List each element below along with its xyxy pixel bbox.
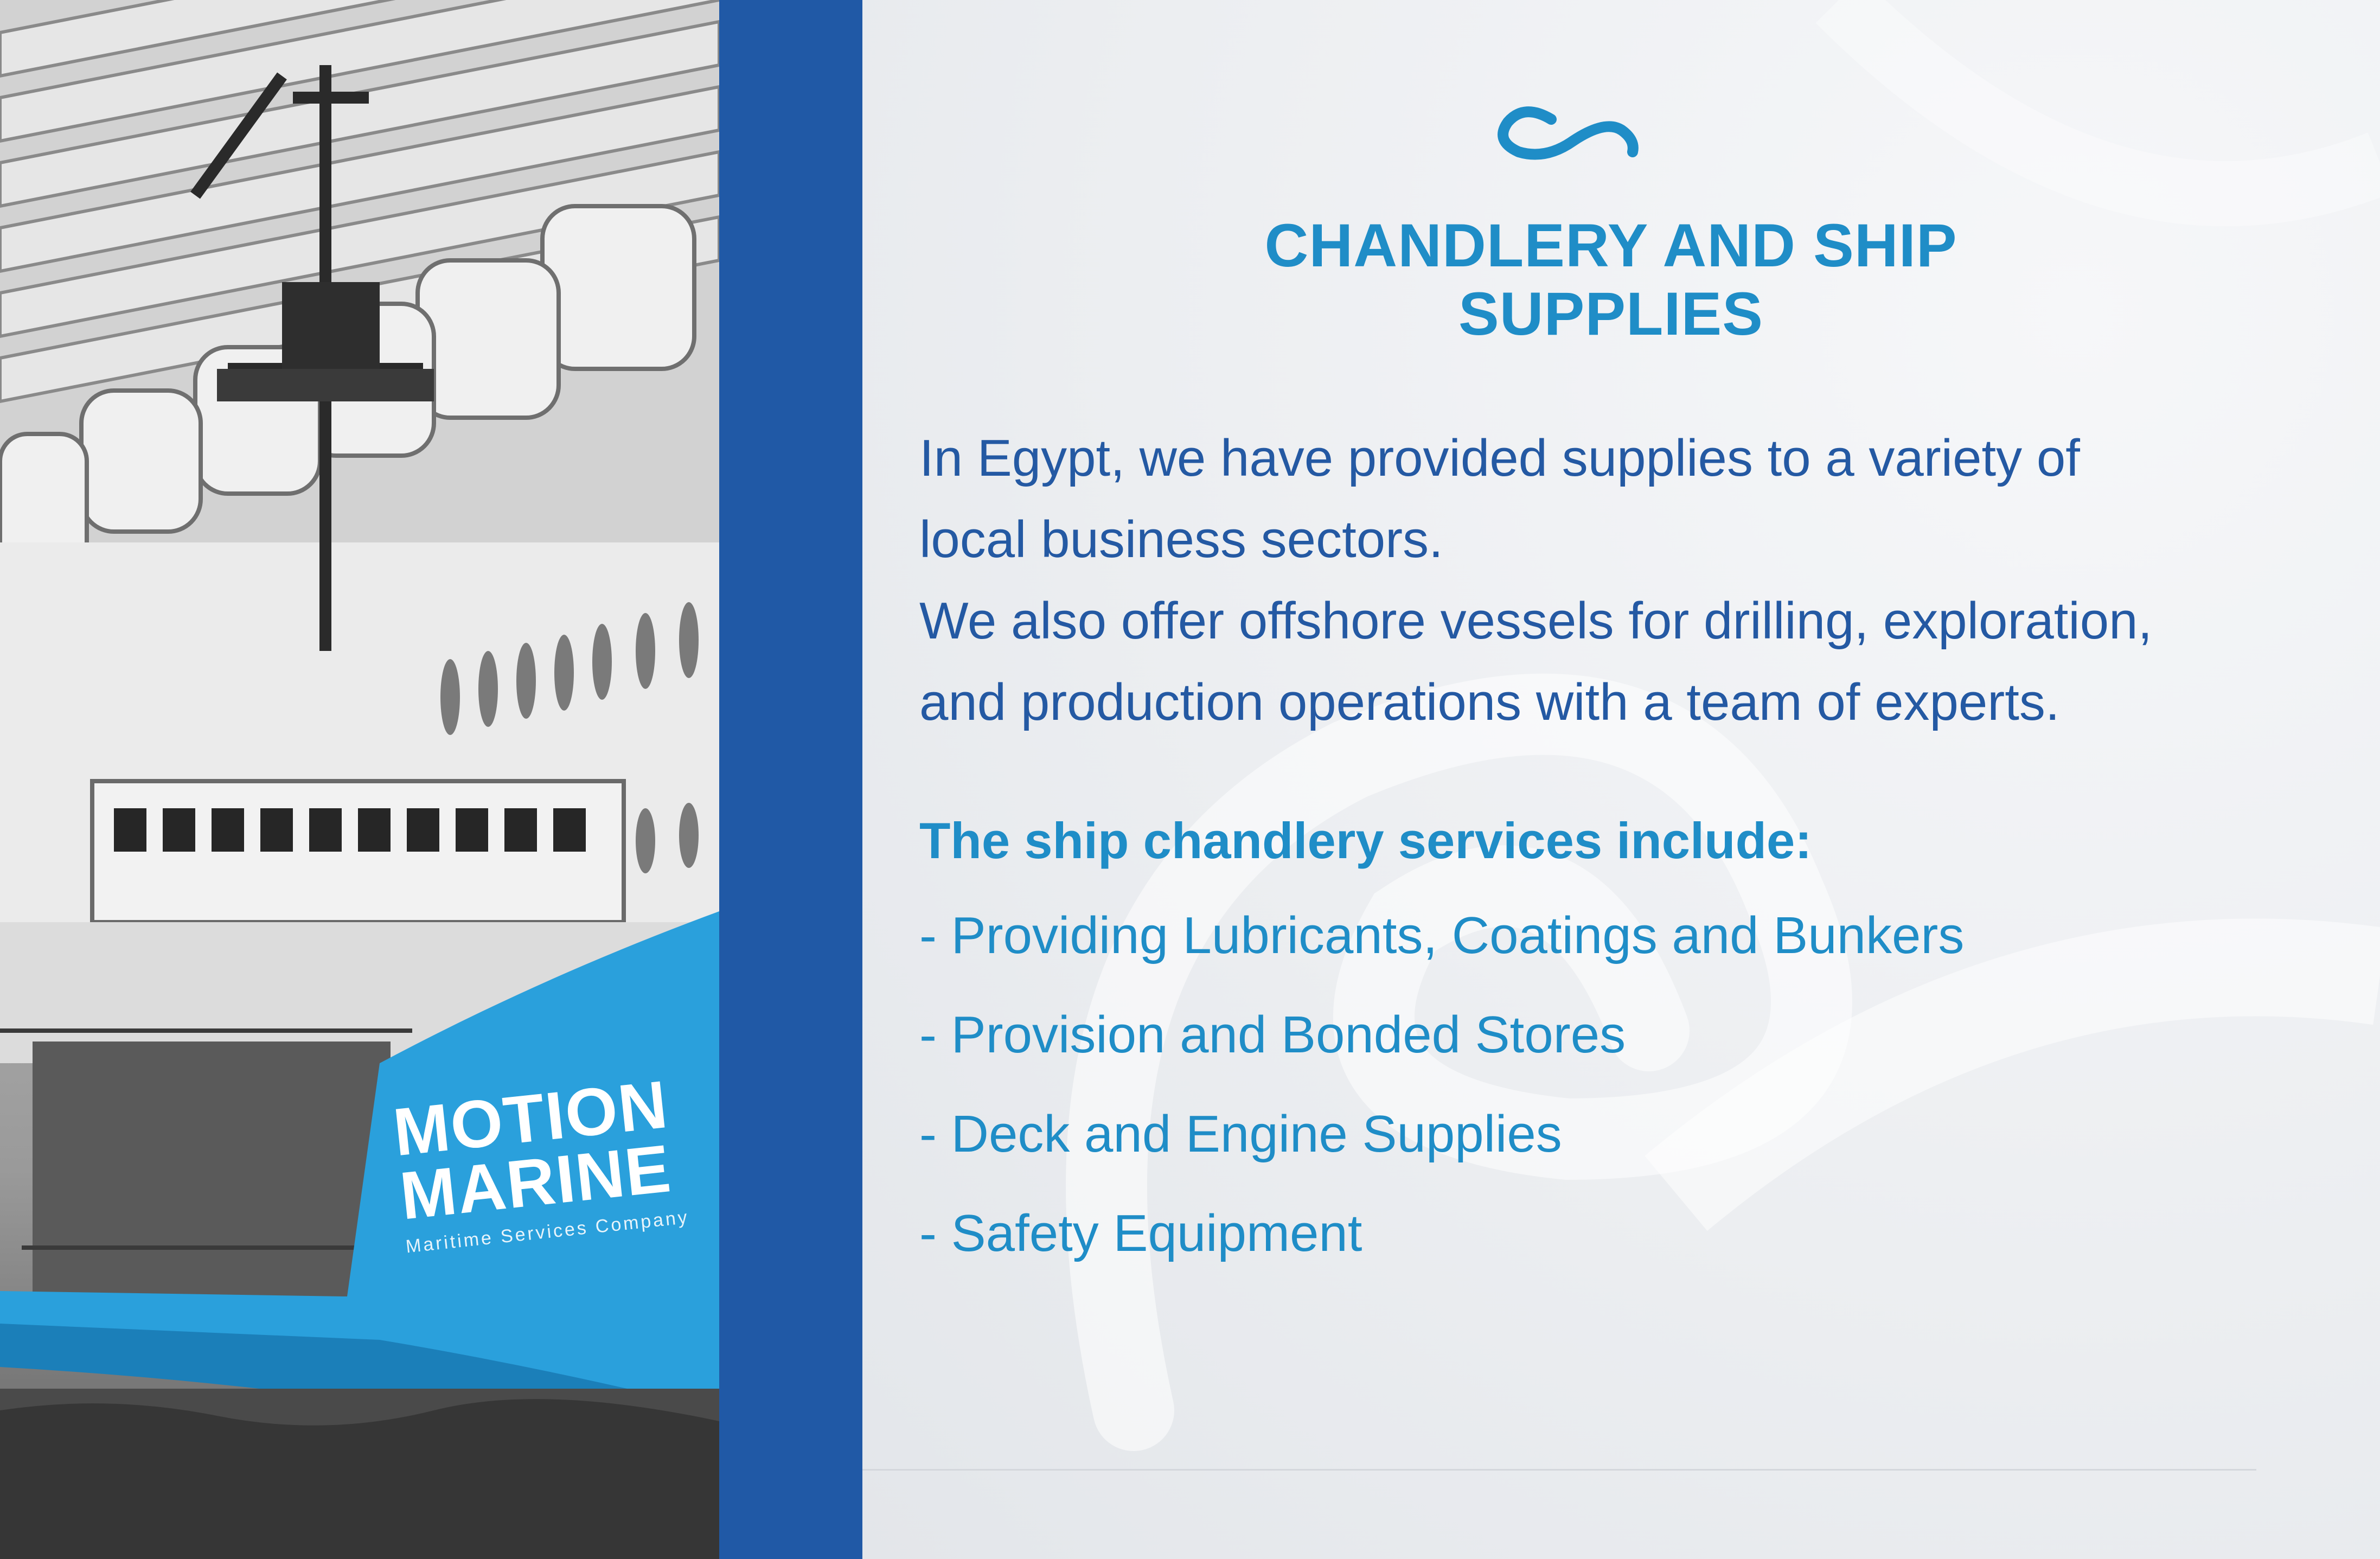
service-item: - Deck and Engine Supplies — [919, 1105, 1562, 1163]
services-list: - Providing Lubricants, Coatings and Bun… — [919, 903, 2275, 1300]
service-item: - Provision and Bonded Stores — [919, 1006, 1626, 1064]
page-title-line1: CHANDLERY AND SHIP — [1264, 212, 1957, 279]
page-title: CHANDLERY AND SHIP SUPPLIES — [1079, 212, 2142, 348]
intro-line: local business sectors. — [919, 510, 1443, 568]
hull-brand-logo: MOTION MARINE Maritime Services Company — [390, 1067, 699, 1260]
ship-photo-illustration — [0, 0, 719, 1559]
content-panel: CHANDLERY AND SHIP SUPPLIES In Egypt, we… — [862, 0, 2380, 1559]
service-item: - Providing Lubricants, Coatings and Bun… — [919, 906, 1965, 964]
intro-line: In Egypt, we have provided supplies to a… — [919, 429, 2080, 487]
background-wave-decoration — [1066, 0, 2380, 1451]
intro-line: and production operations with a team of… — [919, 673, 2060, 731]
footer-divider — [862, 1469, 2256, 1471]
service-item: - Safety Equipment — [919, 1204, 1362, 1262]
intro-line: We also offer offshore vessels for drill… — [919, 592, 2153, 650]
accent-stripe — [719, 0, 862, 1559]
services-heading: The ship chandlery services include: — [919, 812, 1812, 869]
page-title-line2: SUPPLIES — [1458, 280, 1763, 348]
intro-paragraph: In Egypt, we have provided supplies to a… — [919, 418, 2308, 743]
wave-logo-icon — [1498, 106, 1639, 160]
ship-photo: MOTION MARINE Maritime Services Company — [0, 0, 719, 1559]
